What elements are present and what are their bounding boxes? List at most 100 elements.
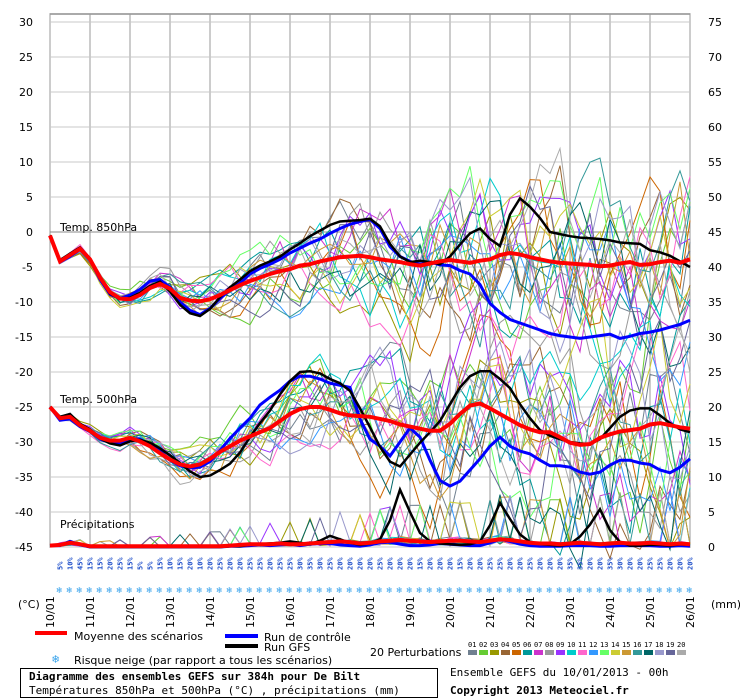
snow-risk-value: 15% bbox=[97, 557, 105, 570]
x-date-label: 17/01 bbox=[324, 596, 337, 628]
snow-risk-value: 20% bbox=[107, 557, 115, 570]
mean-line-precip_mm bbox=[49, 537, 691, 549]
perturbation-color-swatch bbox=[622, 650, 631, 655]
snowflake-icon: ❄ bbox=[677, 586, 683, 596]
snow-risk-value: 25% bbox=[527, 557, 535, 570]
snow-risk-value: 20% bbox=[187, 557, 195, 570]
snow-risk-value: 5% bbox=[147, 561, 155, 570]
snowflake-icon: ❄ bbox=[357, 586, 363, 596]
snowflake-icon: ❄ bbox=[52, 652, 59, 666]
left-tick-label: 15 bbox=[19, 121, 33, 134]
left-axis-labels: 30 25 20 15 10 5 0 -5 -10 -15 -20 -25 -30 -35 -40 -45 bbox=[15, 16, 33, 554]
x-date-label: 10/01 bbox=[44, 596, 57, 628]
perturbation-line-t850 bbox=[49, 177, 691, 327]
snow-risk-value: 20% bbox=[507, 557, 515, 570]
perturbation-color-swatch bbox=[567, 650, 576, 655]
snowflake-icon: ❄ bbox=[67, 586, 73, 596]
snowflake-icon: ❄ bbox=[177, 586, 183, 596]
left-tick-label: 5 bbox=[26, 191, 33, 204]
snow-risk-value: 20% bbox=[477, 557, 485, 570]
perturbation-color-swatch bbox=[589, 650, 598, 655]
snowflake-icon: ❄ bbox=[297, 586, 303, 596]
perturbation-color-swatch bbox=[666, 650, 675, 655]
snowflake-icon: ❄ bbox=[407, 586, 413, 596]
snowflake-icon: ❄ bbox=[557, 586, 563, 596]
snow-risk-value: 5% bbox=[137, 561, 145, 570]
snowflake-icon: ❄ bbox=[687, 586, 693, 596]
right-tick-label: 15 bbox=[708, 436, 722, 449]
perturbation-swatches: 01 02 03 04 05 06 07 08 09 10 11 12 13 14 15 16 17 18 19 20 bbox=[468, 641, 686, 655]
left-tick-label: 20 bbox=[19, 86, 33, 99]
snowflake-icon: ❄ bbox=[417, 586, 423, 596]
snow-risk-value: 20% bbox=[267, 557, 275, 570]
perturbation-color-swatch bbox=[644, 650, 653, 655]
perturbation-line-t500 bbox=[49, 323, 691, 487]
snow-risk-value: 35% bbox=[607, 557, 615, 570]
footer-copyright: Copyright 2013 Meteociel.fr bbox=[450, 684, 629, 697]
snowflake-icon: ❄ bbox=[207, 586, 213, 596]
x-date-label: 12/01 bbox=[124, 596, 137, 628]
panel-label-t850: Temp. 850hPa bbox=[59, 221, 137, 234]
perturbation-id-label: 15 bbox=[622, 641, 630, 649]
snow-risk-value: 10% bbox=[167, 557, 175, 570]
snow-risk-value: 20% bbox=[467, 557, 475, 570]
left-tick-label: -30 bbox=[15, 436, 33, 449]
snowflake-icon: ❄ bbox=[627, 586, 633, 596]
perturbation-color-swatch bbox=[677, 650, 686, 655]
snow-risk-value: 20% bbox=[227, 557, 235, 570]
snow-risk-value: 20% bbox=[587, 557, 595, 570]
snowflake-icon: ❄ bbox=[317, 586, 323, 596]
snow-risk-value: 20% bbox=[537, 557, 545, 570]
snow-risk-band: 5% ❄ 10% ❄ 45% ❄ 15% ❄ 15% ❄ 20% ❄ 25% ❄ 15% ❄ 5% ❄ 5% ❄ 15%… bbox=[57, 557, 695, 596]
snowflake-icon: ❄ bbox=[197, 586, 203, 596]
snowflake-icon: ❄ bbox=[467, 586, 473, 596]
snow-risk-value: 5% bbox=[57, 561, 65, 570]
x-date-label: 23/01 bbox=[564, 596, 577, 628]
x-axis-dates: 10/01 11/01 12/01 13/01 14/01 15/01 16/01 17/01… bbox=[44, 596, 697, 628]
perturbation-line-t850 bbox=[49, 202, 691, 371]
legend-gfs-label: Run GFS bbox=[264, 641, 310, 654]
right-axis-unit: (mm) bbox=[711, 598, 740, 611]
snowflake-icon: ❄ bbox=[97, 586, 103, 596]
footer-title: Diagramme des ensembles GEFS sur 384h po… bbox=[29, 670, 361, 683]
snowflake-icon: ❄ bbox=[147, 586, 153, 596]
snowflake-icon: ❄ bbox=[617, 586, 623, 596]
snow-risk-value: 20% bbox=[207, 557, 215, 570]
right-tick-label: 20 bbox=[708, 401, 722, 414]
snowflake-icon: ❄ bbox=[327, 586, 333, 596]
snow-risk-value: 15% bbox=[457, 557, 465, 570]
snowflake-icon: ❄ bbox=[387, 586, 393, 596]
snowflake-icon: ❄ bbox=[457, 586, 463, 596]
snow-risk-value: 30% bbox=[617, 557, 625, 570]
snow-risk-value: 15% bbox=[177, 557, 185, 570]
legend-control-label: Run de contrôle bbox=[264, 631, 351, 644]
snowflake-icon: ❄ bbox=[227, 586, 233, 596]
panel-label-precip: Précipitations bbox=[60, 518, 135, 531]
footer-run-info: Ensemble GEFS du 10/01/2013 - 00h bbox=[450, 666, 669, 679]
x-date-label: 14/01 bbox=[204, 596, 217, 628]
snow-risk-value: 20% bbox=[667, 557, 675, 570]
snowflake-icon: ❄ bbox=[667, 586, 673, 596]
perturbation-color-swatch bbox=[655, 650, 664, 655]
snow-risk-value: 35% bbox=[567, 557, 575, 570]
snowflake-icon: ❄ bbox=[547, 586, 553, 596]
snowflake-icon: ❄ bbox=[437, 586, 443, 596]
x-date-label: 11/01 bbox=[84, 596, 97, 628]
x-date-label: 22/01 bbox=[524, 596, 537, 628]
perturbation-color-swatch bbox=[490, 650, 499, 655]
right-tick-label: 50 bbox=[708, 191, 722, 204]
snow-risk-value: 20% bbox=[687, 557, 695, 570]
right-tick-label: 25 bbox=[708, 366, 722, 379]
snowflake-icon: ❄ bbox=[517, 586, 523, 596]
snow-risk-value: 25% bbox=[277, 557, 285, 570]
left-tick-label: -5 bbox=[22, 261, 33, 274]
snow-risk-value: 20% bbox=[547, 557, 555, 570]
left-tick-label: 30 bbox=[19, 16, 33, 29]
snowflake-icon: ❄ bbox=[187, 586, 193, 596]
snowflake-icon: ❄ bbox=[337, 586, 343, 596]
right-tick-label: 60 bbox=[708, 121, 722, 134]
perturbation-id-label: 03 bbox=[490, 641, 498, 649]
snowflake-icon: ❄ bbox=[77, 586, 83, 596]
snow-risk-value: 25% bbox=[257, 557, 265, 570]
